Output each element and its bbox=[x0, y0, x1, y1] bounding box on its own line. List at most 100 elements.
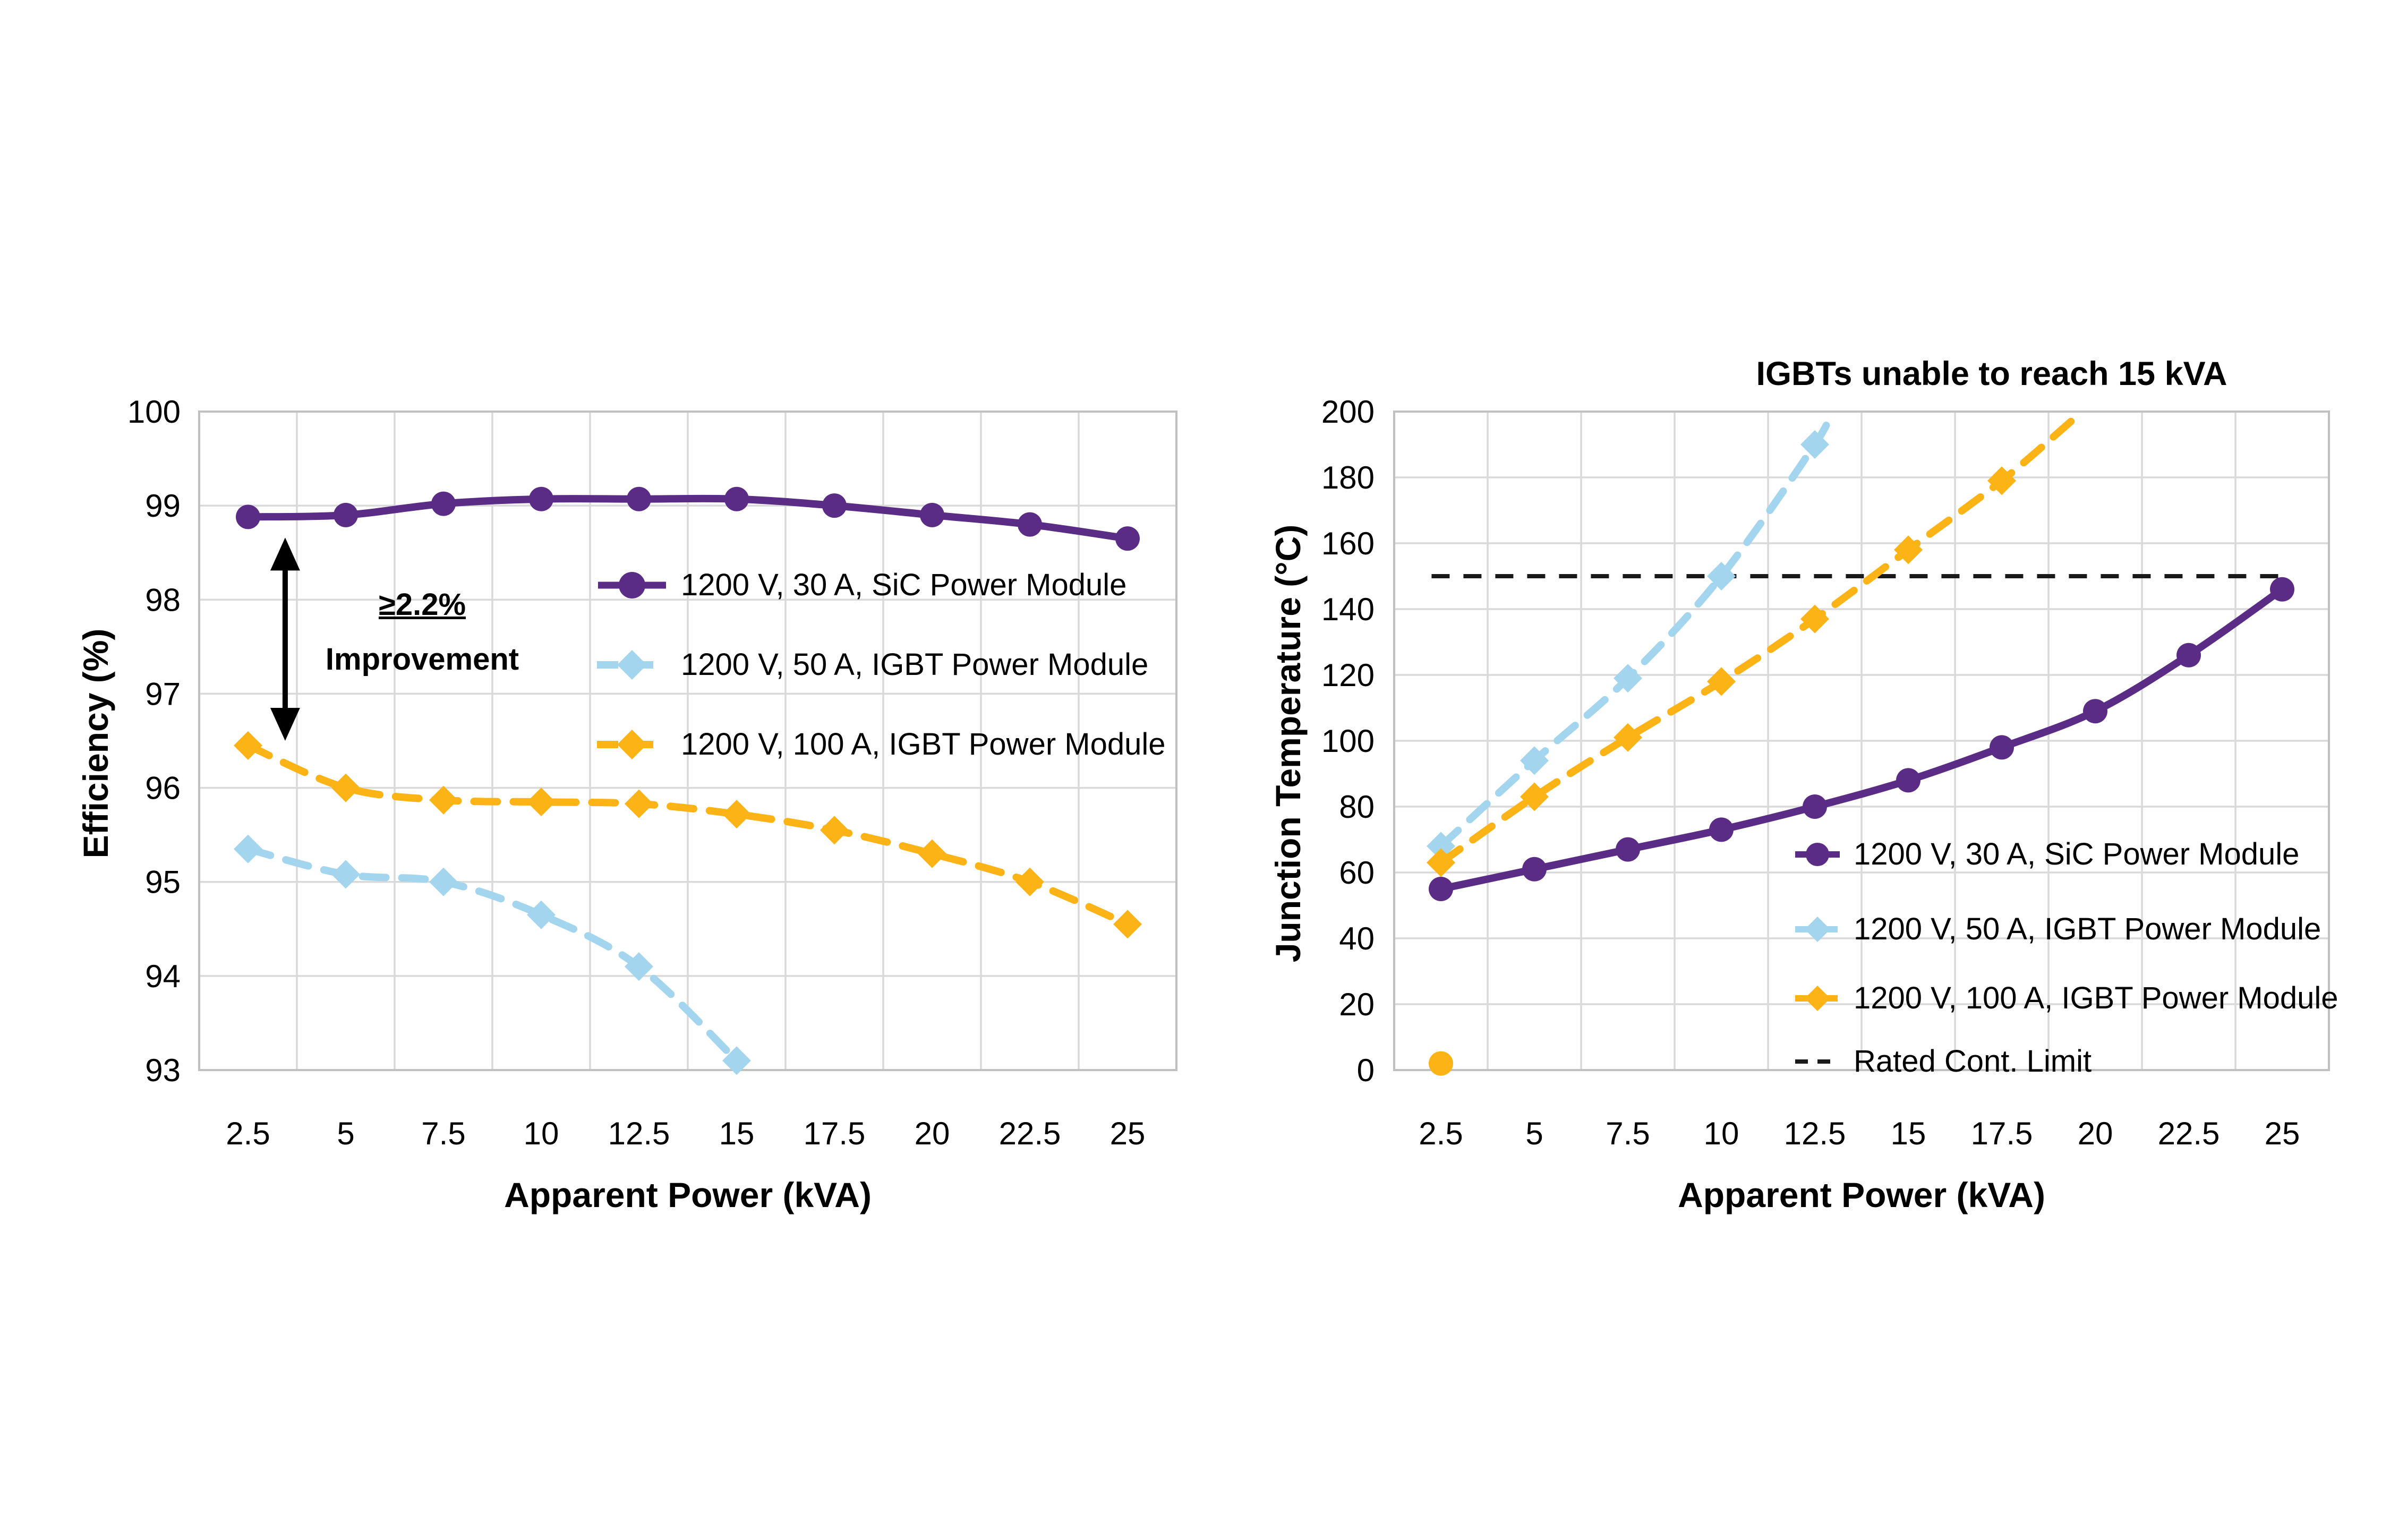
data-point bbox=[1707, 562, 1736, 591]
sic-line-marker-icon bbox=[598, 571, 666, 598]
y-tick-label: 120 bbox=[1321, 657, 1375, 693]
right-x-axis-title: Apparent Power (kVA) bbox=[1678, 1175, 2045, 1214]
data-point bbox=[1894, 535, 1923, 564]
y-tick-label: 160 bbox=[1321, 526, 1375, 561]
data-point bbox=[331, 773, 360, 802]
sic-line-marker-icon bbox=[1795, 842, 1840, 866]
data-point bbox=[1990, 735, 2014, 760]
series-line-0 bbox=[1437, 585, 2286, 893]
data-point bbox=[1018, 512, 1042, 537]
x-tick-label: 25 bbox=[1110, 1116, 1146, 1151]
data-point bbox=[1896, 768, 1920, 793]
legend-item-igbt50-left: 1200 V, 50 A, IGBT Power Module bbox=[596, 647, 1148, 682]
left-x-axis-title: Apparent Power (kVA) bbox=[504, 1175, 872, 1214]
legend-label: 1200 V, 30 A, SiC Power Module bbox=[681, 568, 1127, 602]
y-tick-label: 140 bbox=[1321, 592, 1375, 627]
x-tick-label: 10 bbox=[1704, 1116, 1739, 1151]
data-point bbox=[1015, 867, 1044, 896]
data-point bbox=[2270, 577, 2294, 602]
data-point bbox=[1520, 782, 1549, 811]
data-point bbox=[722, 1046, 751, 1075]
y-tick-label: 97 bbox=[145, 676, 181, 712]
data-point bbox=[1803, 794, 1827, 819]
igbt100-dash-marker-icon bbox=[1795, 985, 1840, 1011]
y-tick-label: 200 bbox=[1321, 394, 1375, 430]
data-point bbox=[625, 789, 653, 818]
legend-item-rated-limit: Rated Cont. Limit bbox=[1794, 1043, 2092, 1079]
data-point bbox=[1709, 817, 1734, 842]
improvement-arrow-head-up bbox=[270, 537, 300, 571]
y-tick-label: 96 bbox=[145, 771, 181, 806]
data-point bbox=[1522, 857, 1547, 882]
data-point bbox=[1987, 466, 2016, 495]
data-point bbox=[429, 785, 458, 815]
y-tick-label: 0 bbox=[1357, 1053, 1375, 1088]
y-tick-label: 94 bbox=[145, 959, 181, 994]
legend-item-sic-right: 1200 V, 30 A, SiC Power Module bbox=[1794, 836, 2299, 872]
data-point bbox=[429, 867, 458, 896]
x-tick-label: 10 bbox=[524, 1116, 559, 1151]
improvement-annotation-value: ≥2.2% bbox=[378, 587, 466, 622]
legend-item-sic-left: 1200 V, 30 A, SiC Power Module bbox=[596, 567, 1126, 603]
data-point bbox=[234, 731, 262, 760]
data-point bbox=[918, 839, 946, 868]
plot-border bbox=[198, 410, 1177, 1071]
data-point bbox=[1429, 1051, 1453, 1076]
improvement-annotation-text: Improvement bbox=[325, 642, 519, 677]
rated-limit-dash-icon bbox=[1795, 1059, 1840, 1064]
data-point bbox=[527, 900, 556, 929]
improvement-arrow-head-down bbox=[270, 708, 300, 741]
y-tick-label: 20 bbox=[1339, 987, 1375, 1022]
legend-label: 1200 V, 50 A, IGBT Power Module bbox=[1854, 912, 2321, 946]
x-tick-label: 17.5 bbox=[804, 1116, 866, 1151]
series-line-1 bbox=[1437, 408, 1834, 850]
data-point bbox=[1614, 664, 1642, 693]
x-tick-label: 2.5 bbox=[226, 1116, 270, 1151]
legend-item-igbt50-right: 1200 V, 50 A, IGBT Power Module bbox=[1794, 911, 2321, 947]
data-point bbox=[236, 504, 260, 529]
legend-label: 1200 V, 100 A, IGBT Power Module bbox=[681, 727, 1166, 762]
legend-label: 1200 V, 30 A, SiC Power Module bbox=[1854, 837, 2300, 871]
data-point bbox=[1616, 837, 1640, 862]
data-point bbox=[1427, 848, 1455, 877]
legend-item-igbt100-right: 1200 V, 100 A, IGBT Power Module bbox=[1794, 980, 2338, 1016]
x-tick-label: 20 bbox=[2078, 1116, 2113, 1151]
data-point bbox=[1800, 604, 1829, 634]
x-tick-label: 2.5 bbox=[1419, 1116, 1463, 1151]
x-tick-label: 22.5 bbox=[999, 1116, 1061, 1151]
series-line-0 bbox=[244, 494, 1131, 543]
y-tick-label: 60 bbox=[1339, 855, 1375, 891]
series-line-2 bbox=[1437, 417, 2075, 867]
y-tick-label: 180 bbox=[1321, 460, 1375, 495]
y-tick-label: 99 bbox=[145, 488, 181, 524]
y-tick-label: 100 bbox=[127, 394, 181, 430]
left-y-axis-title: Efficiency (%) bbox=[76, 628, 115, 859]
x-tick-label: 7.5 bbox=[421, 1116, 465, 1151]
data-point bbox=[331, 860, 360, 889]
right-chart-title: IGBTs unable to reach 15 kVA bbox=[1756, 355, 2227, 392]
igbt50-dash-marker-icon bbox=[1795, 916, 1840, 942]
right-y-axis-title: Junction Temperature (°C) bbox=[1268, 524, 1308, 963]
x-tick-label: 12.5 bbox=[608, 1116, 670, 1151]
data-point bbox=[1707, 667, 1736, 696]
data-point bbox=[722, 800, 751, 829]
legend-label: 1200 V, 100 A, IGBT Power Module bbox=[1854, 981, 2338, 1015]
data-point bbox=[234, 834, 262, 863]
x-tick-label: 17.5 bbox=[1971, 1116, 2033, 1151]
y-tick-label: 93 bbox=[145, 1053, 181, 1088]
x-tick-label: 5 bbox=[1525, 1116, 1543, 1151]
data-point bbox=[627, 486, 651, 511]
y-tick-label: 95 bbox=[145, 865, 181, 900]
data-point bbox=[1113, 910, 1142, 939]
data-point bbox=[1115, 526, 1140, 551]
data-point bbox=[2176, 643, 2201, 668]
y-tick-label: 80 bbox=[1339, 789, 1375, 825]
data-point bbox=[822, 493, 847, 518]
legend-label: 1200 V, 50 A, IGBT Power Module bbox=[681, 647, 1149, 682]
data-point bbox=[1520, 746, 1549, 775]
y-tick-label: 98 bbox=[145, 582, 181, 618]
data-point bbox=[334, 502, 358, 527]
data-point bbox=[1614, 723, 1642, 752]
data-point bbox=[820, 816, 849, 845]
